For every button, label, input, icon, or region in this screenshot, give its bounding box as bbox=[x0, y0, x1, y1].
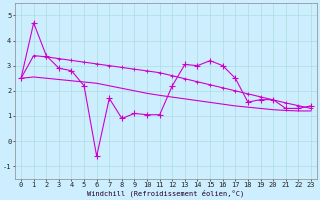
X-axis label: Windchill (Refroidissement éolien,°C): Windchill (Refroidissement éolien,°C) bbox=[87, 190, 244, 197]
